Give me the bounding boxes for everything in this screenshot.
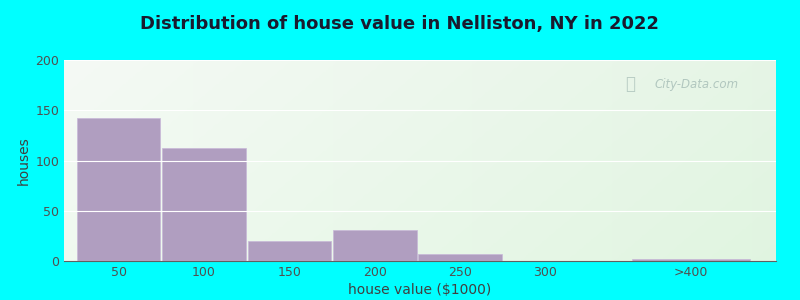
Text: City-Data.com: City-Data.com <box>655 78 739 91</box>
Bar <box>418 254 502 261</box>
Bar <box>333 230 417 261</box>
Text: ⦿: ⦿ <box>625 75 635 93</box>
Bar <box>247 241 331 261</box>
Y-axis label: houses: houses <box>17 136 31 185</box>
Text: Distribution of house value in Nelliston, NY in 2022: Distribution of house value in Nelliston… <box>141 15 659 33</box>
Bar <box>632 259 750 261</box>
Bar <box>162 148 246 261</box>
Bar <box>77 118 161 261</box>
X-axis label: house value ($1000): house value ($1000) <box>348 283 492 297</box>
